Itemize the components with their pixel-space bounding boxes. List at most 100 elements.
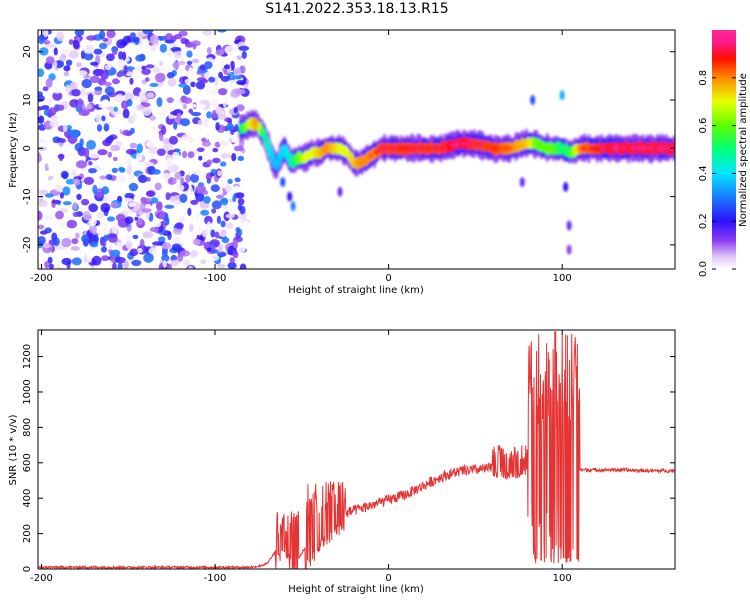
heatmap-noise-blob [112,78,120,85]
heatmap-noise-blob [237,155,245,161]
heatmap-noise-blob [123,260,129,269]
heatmap-noise-blob [195,184,207,194]
heatmap-noise-blob [45,43,56,48]
heatmap-noise-blob [188,265,194,269]
heatmap-noise-blob [47,163,59,169]
heatmap-noise-blob [210,229,216,238]
heatmap-noise-blob [92,250,100,256]
heatmap-noise-blob [111,51,118,56]
heatmap-noise-blob [65,84,71,94]
heatmap-noise-blob [138,89,149,100]
heatmap-noise-blob [59,192,64,199]
heatmap-noise-blob [159,43,168,53]
heatmap-noise-blob [123,155,133,164]
heatmap-noise-blob [127,175,135,180]
heatmap-noise-blob [39,47,49,56]
heatmap-noise-blob [179,233,185,242]
heatmap-noise-blob [101,255,110,262]
heatmap-noise-blob [123,197,134,203]
heatmap-noise-blob [167,177,177,185]
heatmap-noise-blob [211,200,223,210]
y-tick-label: 10 [22,94,33,107]
heatmap-peak-blob [419,146,424,151]
heatmap-noise-blob [217,30,227,33]
heatmap-noise-blob [128,182,139,192]
heatmap-noise-blob [188,223,194,233]
heatmap-noise-blob [38,138,44,144]
heatmap-noise-blob [107,151,113,158]
heatmap-noise-blob [80,87,87,97]
heatmap-noise-blob [71,238,79,245]
heatmap-signal-blob [261,130,267,139]
heatmap-noise-blob [119,167,126,173]
heatmap-noise-blob [228,79,238,85]
heatmap-noise-blob [50,115,59,121]
heatmap-noise-blob [107,216,115,222]
heatmap-noise-blob [161,242,172,250]
colorbar-gradient [712,30,736,269]
heatmap-noise-blob [145,190,155,197]
heatmap-noise-blob [157,148,166,156]
heatmap-noise-blob [182,104,187,110]
heatmap-noise-blob [88,203,99,213]
heatmap-noise-blob [220,75,230,82]
heatmap-noise-blob [140,196,147,203]
heatmap-noise-blob [131,259,142,267]
heatmap-noise-blob [38,189,49,196]
heatmap-noise-blob [217,251,227,258]
heatmap-noise-blob [145,77,150,82]
heatmap-noise-blob [180,177,185,185]
heatmap-noise-blob [203,196,211,204]
x-tick-label: 100 [553,573,572,584]
heatmap-noise-blob [201,229,208,238]
heatmap-noise-blob [118,51,123,60]
x-tick-label: 100 [553,273,572,284]
heatmap-noise-blob [72,39,80,49]
heatmap-noise-blob [38,262,42,268]
heatmap-noise-blob [44,193,54,198]
heatmap-noise-blob [125,148,137,155]
heatmap-noise-blob [128,202,136,208]
heatmap-noise-blob [121,51,127,61]
heatmap-noise-blob [96,124,103,132]
heatmap-noise-blob [242,220,249,229]
heatmap-noise-blob [90,241,99,248]
heatmap-noise-blob [111,224,118,235]
heatmap-noise-blob [75,160,87,169]
heatmap-isolated-blob [290,201,296,212]
heatmap-isolated-blob [519,177,525,188]
heatmap-noise-blob [231,153,237,162]
x-tick-label: 0 [385,573,391,584]
heatmap-noise-blob [127,42,136,47]
heatmap-noise-blob [239,263,247,269]
heatmap-noise-blob [38,68,45,77]
heatmap-noise-blob [63,65,71,72]
heatmap-noise-blob [201,140,212,147]
heatmap-noise-blob [235,104,245,112]
heatmap-noise-blob [170,259,179,267]
heatmap-noise-blob [190,111,202,117]
chart-title: S141.2022.353.18.13.R15 [265,1,449,17]
heatmap-noise-blob [107,233,118,243]
heatmap-noise-blob [104,64,112,71]
heatmap-noise-blob [161,254,170,262]
heatmap-noise-blob [205,172,212,181]
heatmap-noise-blob [173,200,180,206]
heatmap-noise-blob [47,256,53,264]
heatmap-noise-blob [143,161,154,167]
heatmap-noise-blob [63,71,70,77]
y-tick-label: -20 [22,237,33,253]
heatmap-noise-blob [78,109,90,116]
heatmap-noise-blob [154,220,162,228]
heatmap-noise-blob [217,113,227,120]
heatmap-noise-blob [210,184,220,192]
heatmap-noise-blob [129,127,135,135]
heatmap-noise-blob [238,45,250,51]
heatmap-noise-blob [179,215,186,224]
heatmap-noise-blob [135,66,141,73]
heatmap-noise-blob [171,243,182,252]
heatmap-noise-blob [187,207,192,216]
